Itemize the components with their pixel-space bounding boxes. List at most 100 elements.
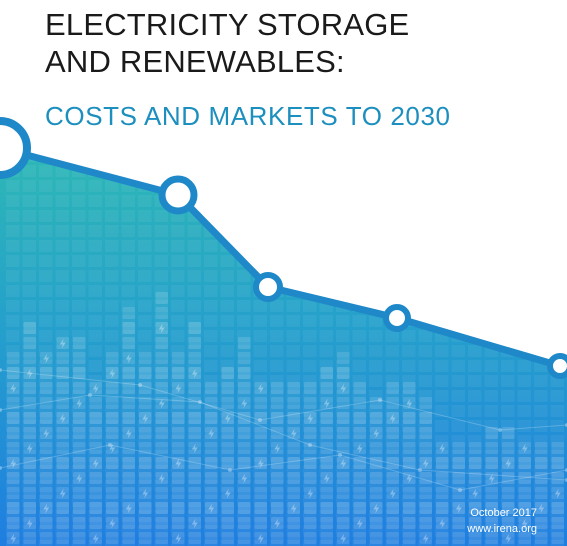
grid-cell — [220, 285, 234, 297]
battery-icon — [7, 367, 20, 379]
battery-icon — [139, 487, 152, 499]
grid-cell — [39, 255, 53, 267]
grid-cell — [369, 195, 383, 207]
grid-cell — [534, 435, 548, 447]
grid-cell — [121, 390, 135, 402]
battery-icon — [304, 442, 317, 454]
grid-cell — [253, 315, 267, 327]
grid-cell — [105, 435, 119, 447]
battery-icon — [122, 412, 135, 424]
battery-icon — [304, 382, 317, 394]
grid-cell — [220, 345, 234, 357]
battery-icon — [535, 442, 548, 454]
grid-cell — [319, 270, 333, 282]
battery-icon — [155, 367, 168, 379]
grid-cell — [253, 360, 267, 372]
grid-cell — [154, 150, 168, 162]
battery-icon — [56, 487, 69, 499]
battery-icon — [89, 502, 102, 514]
grid-cell — [435, 480, 449, 492]
battery-icon — [370, 517, 383, 529]
grid-cell — [171, 420, 185, 432]
grid-cell — [402, 270, 416, 282]
grid-cell — [385, 150, 399, 162]
grid-cell — [303, 240, 317, 252]
grid-cell — [154, 285, 168, 297]
grid-cell — [22, 540, 36, 546]
grid-cell — [39, 240, 53, 252]
grid-cell — [369, 390, 383, 402]
lightning-bolt-icon — [257, 533, 264, 544]
grid-cell — [336, 315, 350, 327]
battery-icon — [188, 412, 201, 424]
battery-icon — [188, 472, 201, 484]
grid-cell — [385, 180, 399, 192]
grid-cell — [336, 375, 350, 387]
grid-cell — [501, 285, 515, 297]
grid-cell — [336, 180, 350, 192]
grid-cell — [517, 420, 531, 432]
grid-cell — [105, 450, 119, 462]
battery-icon — [452, 487, 465, 499]
battery-icon — [40, 517, 53, 529]
grid-cell — [517, 360, 531, 372]
grid-cell — [352, 225, 366, 237]
grid-cell — [385, 495, 399, 507]
grid-cell — [270, 435, 284, 447]
grid-cell — [154, 345, 168, 357]
grid-cell — [237, 150, 251, 162]
grid-cell — [501, 540, 515, 546]
lightning-bolt-icon — [406, 473, 413, 484]
grid-cell — [402, 210, 416, 222]
grid-cell — [253, 420, 267, 432]
grid-cell — [22, 225, 36, 237]
grid-cell — [154, 465, 168, 477]
grid-cell — [352, 375, 366, 387]
grid-cell — [171, 510, 185, 522]
battery-icon — [304, 517, 317, 529]
battery-icon — [7, 442, 20, 454]
battery-icon — [122, 532, 135, 544]
grid-cell — [22, 405, 36, 417]
battery-icon — [452, 472, 465, 484]
lightning-bolt-icon — [538, 503, 545, 514]
battery-icon — [419, 502, 432, 514]
grid-cell — [121, 465, 135, 477]
grid-cell — [6, 510, 20, 522]
battery-icon — [304, 427, 317, 439]
battery-icon — [7, 532, 20, 544]
grid-cell — [451, 180, 465, 192]
grid-cell — [501, 525, 515, 537]
grid-cell — [55, 300, 69, 312]
grid-cell — [319, 435, 333, 447]
battery-icon — [73, 337, 86, 349]
lightning-bolt-icon — [142, 413, 149, 424]
battery-icon — [304, 502, 317, 514]
grid-cell — [501, 480, 515, 492]
lightning-bolt-icon — [307, 413, 314, 424]
battery-icon — [452, 502, 465, 514]
grid-cell — [501, 405, 515, 417]
lightning-bolt-icon — [125, 503, 132, 514]
grid-cell — [55, 465, 69, 477]
grid-cell — [270, 150, 284, 162]
grid-cell — [171, 345, 185, 357]
lightning-bolt-icon — [290, 428, 297, 439]
grid-cell — [105, 405, 119, 417]
grid-cell — [22, 300, 36, 312]
grid-cell — [220, 375, 234, 387]
grid-cell — [105, 525, 119, 537]
battery-icon — [320, 427, 333, 439]
grid-cell — [6, 450, 20, 462]
grid-cell — [220, 420, 234, 432]
grid-cell — [220, 435, 234, 447]
grid-cell — [138, 420, 152, 432]
grid-cell — [220, 360, 234, 372]
grid-cell — [402, 525, 416, 537]
battery-icon — [419, 412, 432, 424]
decorative-dot — [338, 453, 342, 457]
grid-cell — [138, 210, 152, 222]
grid-cell — [501, 315, 515, 327]
battery-icon — [353, 502, 366, 514]
lightning-bolt-icon — [26, 443, 33, 454]
